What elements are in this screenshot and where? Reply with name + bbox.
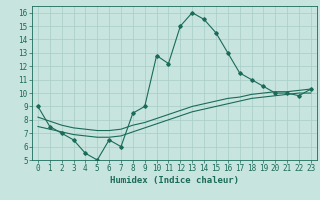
X-axis label: Humidex (Indice chaleur): Humidex (Indice chaleur) (110, 176, 239, 185)
